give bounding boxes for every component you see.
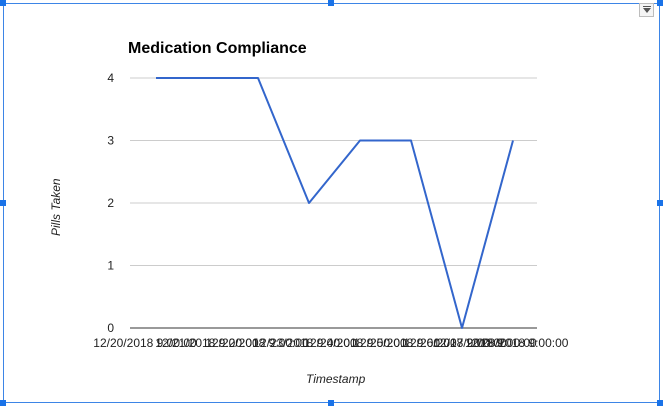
- y-tick-label: 1: [107, 259, 114, 273]
- data-point[interactable]: [153, 75, 159, 81]
- y-tick-label: 2: [107, 196, 114, 210]
- x-axis-label: Timestamp: [306, 372, 366, 386]
- series-group: [153, 75, 516, 331]
- y-tick-label: 0: [107, 321, 114, 335]
- x-tick-label: 12/28/2018 9:00:00: [465, 336, 569, 350]
- resize-handle-bottom-center[interactable]: [328, 400, 334, 406]
- chart-title: Medication Compliance: [128, 40, 307, 57]
- data-point[interactable]: [357, 138, 363, 144]
- data-point[interactable]: [306, 200, 312, 206]
- resize-handle-top-center[interactable]: [328, 0, 334, 6]
- x-tick-label: 12/24/2018 9:00:00: [303, 336, 407, 350]
- y-tick-label: 4: [107, 71, 114, 85]
- x-tick-label: 12/20/2018 9:00:00: [93, 336, 197, 350]
- data-point[interactable]: [408, 138, 414, 144]
- x-tick-label: 12/25/2018 9:00:00: [353, 336, 457, 350]
- resize-handle-middle-left[interactable]: [0, 200, 6, 206]
- y-axis-ticks: 0 1 2 3 4: [107, 71, 114, 335]
- menu-bar-icon: [643, 6, 651, 7]
- dropdown-arrow-icon: [643, 8, 651, 13]
- y-axis-label: Pills Taken: [49, 178, 63, 236]
- resize-handle-top-left[interactable]: [0, 0, 6, 6]
- x-tick-label: 12/22/2018 9:00:00: [205, 336, 309, 350]
- data-point[interactable]: [459, 325, 465, 331]
- data-point[interactable]: [510, 138, 516, 144]
- x-tick-label: 12/27/2018 9:00:00: [433, 336, 537, 350]
- grid-lines: [130, 77, 537, 329]
- data-point[interactable]: [255, 75, 261, 81]
- data-point[interactable]: [204, 75, 210, 81]
- x-tick-label: 12/21/2018 9:00:00: [155, 336, 259, 350]
- resize-handle-bottom-left[interactable]: [0, 400, 6, 406]
- y-tick-label: 3: [107, 134, 114, 148]
- resize-handle-bottom-right[interactable]: [657, 400, 663, 406]
- series-line[interactable]: [156, 77, 514, 329]
- x-tick-label: 12/23/2018 9:00:00: [253, 336, 357, 350]
- resize-handle-top-right[interactable]: [657, 0, 663, 6]
- chart-menu-button[interactable]: [639, 3, 654, 17]
- x-tick-label: 12/26/2018 9:00:00: [403, 336, 507, 350]
- resize-handle-middle-right[interactable]: [657, 200, 663, 206]
